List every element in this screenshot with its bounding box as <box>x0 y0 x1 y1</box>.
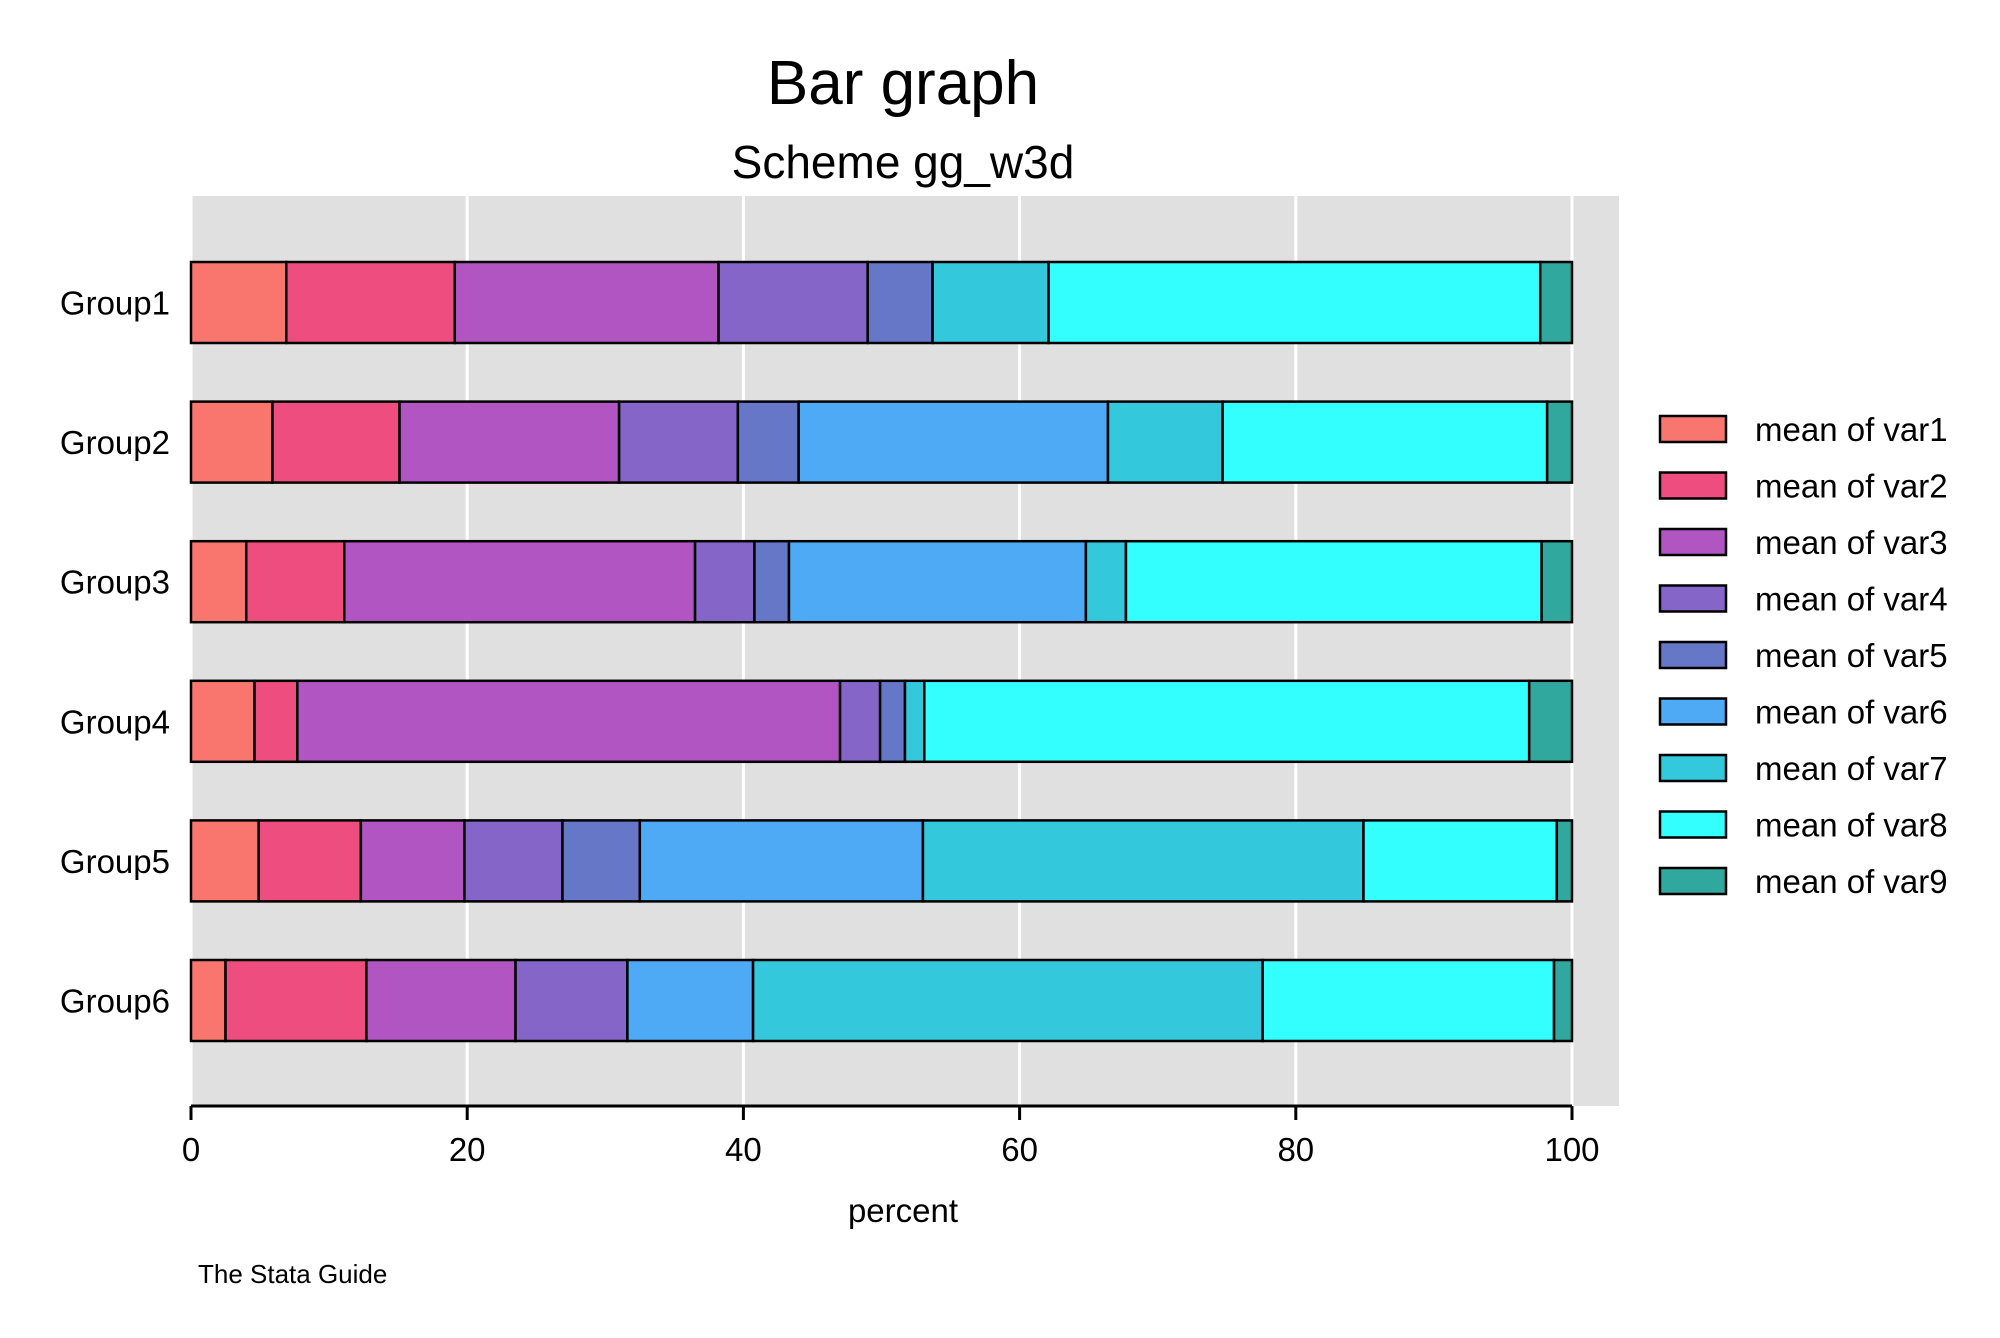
legend-label: mean of var6 <box>1755 694 1948 731</box>
bar-segment <box>923 679 1531 764</box>
legend-swatch <box>1658 471 1728 500</box>
legend-label: mean of var4 <box>1755 581 1948 618</box>
legend-label: mean of var9 <box>1755 863 1948 900</box>
bar-segment <box>189 958 227 1043</box>
bar-segment <box>753 539 791 624</box>
legend-swatch <box>1658 866 1728 896</box>
bar-segment <box>1545 400 1574 484</box>
category-labels: Group1 Group2 Group3 Group4 Group5 Group6 <box>60 285 170 1020</box>
bar-segment <box>1527 679 1574 764</box>
bar-segment <box>561 819 642 903</box>
bar-segment <box>1555 819 1574 903</box>
bar-segment <box>1552 958 1574 1043</box>
category-label: Group4 <box>60 703 170 740</box>
bar-segment <box>189 260 288 345</box>
legend-swatch <box>1658 640 1728 670</box>
bar-segment <box>903 679 926 764</box>
bar-segment <box>866 260 934 345</box>
bar-segment <box>514 958 629 1043</box>
bar-segment <box>1538 260 1574 345</box>
gridlines <box>189 196 1574 1106</box>
bar-segment <box>1221 400 1549 484</box>
category-label: Group1 <box>60 285 170 322</box>
x-axis-title: percent <box>848 1192 958 1229</box>
bar-segment <box>878 679 907 764</box>
bar-segment <box>1084 539 1128 624</box>
legend-swatch <box>1658 527 1728 557</box>
bar-segment <box>751 958 1264 1043</box>
bar-segment <box>244 539 346 624</box>
legend-label: mean of var5 <box>1755 637 1948 674</box>
legend-label: mean of var1 <box>1755 411 1948 448</box>
legend-label: mean of var2 <box>1755 468 1948 505</box>
x-tick-label: 60 <box>1001 1131 1038 1168</box>
bar-segment <box>717 260 869 345</box>
x-tick-label: 20 <box>449 1131 486 1168</box>
category-label: Group6 <box>60 983 170 1020</box>
legend-label: mean of var7 <box>1755 750 1948 787</box>
bar-segment <box>787 539 1088 624</box>
bar-segment <box>365 958 517 1043</box>
bar-segment <box>838 679 882 764</box>
chart-title: Bar graph <box>767 49 1039 118</box>
bar-segment <box>271 400 401 484</box>
bar-segment <box>296 679 842 764</box>
bar-segment <box>189 679 256 764</box>
bar-segment <box>693 539 756 624</box>
plot-background <box>191 196 1619 1106</box>
bar-segment <box>453 260 720 345</box>
bar-segment <box>189 400 274 484</box>
bar-segment <box>224 958 368 1043</box>
category-label: Group5 <box>60 843 170 880</box>
legend-swatch <box>1658 584 1728 613</box>
x-tick-label: 80 <box>1277 1131 1314 1168</box>
category-label: Group2 <box>60 424 170 461</box>
bar-segment <box>617 400 740 484</box>
bar-segment <box>257 819 363 903</box>
bar-segment <box>189 819 260 903</box>
bar-segment <box>626 958 755 1043</box>
chart-note: The Stata Guide <box>198 1259 387 1289</box>
x-axis: 0 20 40 60 80 100 <box>182 1104 1600 1168</box>
legend-label: mean of var8 <box>1755 807 1948 844</box>
bar-segment <box>1047 260 1542 345</box>
chart-subtitle: Scheme gg_w3d <box>732 136 1075 188</box>
bar-segment <box>1362 819 1559 903</box>
bar-segment <box>398 400 621 484</box>
legend-swatch <box>1658 753 1728 783</box>
bar-segment <box>189 539 248 624</box>
legend: mean of var1 mean of var2 mean of var3 mean… <box>1658 411 1948 900</box>
legend-swatch <box>1658 810 1728 839</box>
category-label: Group3 <box>60 564 170 601</box>
bars <box>189 260 1574 1043</box>
bar-segment <box>736 400 800 484</box>
x-tick-label: 0 <box>182 1131 200 1168</box>
bar-segment <box>797 400 1110 484</box>
bar-segment <box>931 260 1050 345</box>
bar-segment <box>285 260 457 345</box>
x-tick-label: 100 <box>1544 1131 1599 1168</box>
legend-swatch <box>1658 414 1728 444</box>
legend-swatch <box>1658 697 1728 726</box>
x-tick-label: 40 <box>725 1131 762 1168</box>
bar-segment <box>253 679 299 764</box>
bar-segment <box>359 819 466 903</box>
bar-segment <box>921 819 1365 903</box>
bar-segment <box>463 819 564 903</box>
bar-segment <box>1540 539 1574 624</box>
bar-segment <box>638 819 925 903</box>
legend-label: mean of var3 <box>1755 524 1948 561</box>
bar-segment <box>1261 958 1556 1043</box>
bar-segment <box>343 539 697 624</box>
bar-segment <box>1124 539 1543 624</box>
bar-segment <box>1106 400 1224 484</box>
